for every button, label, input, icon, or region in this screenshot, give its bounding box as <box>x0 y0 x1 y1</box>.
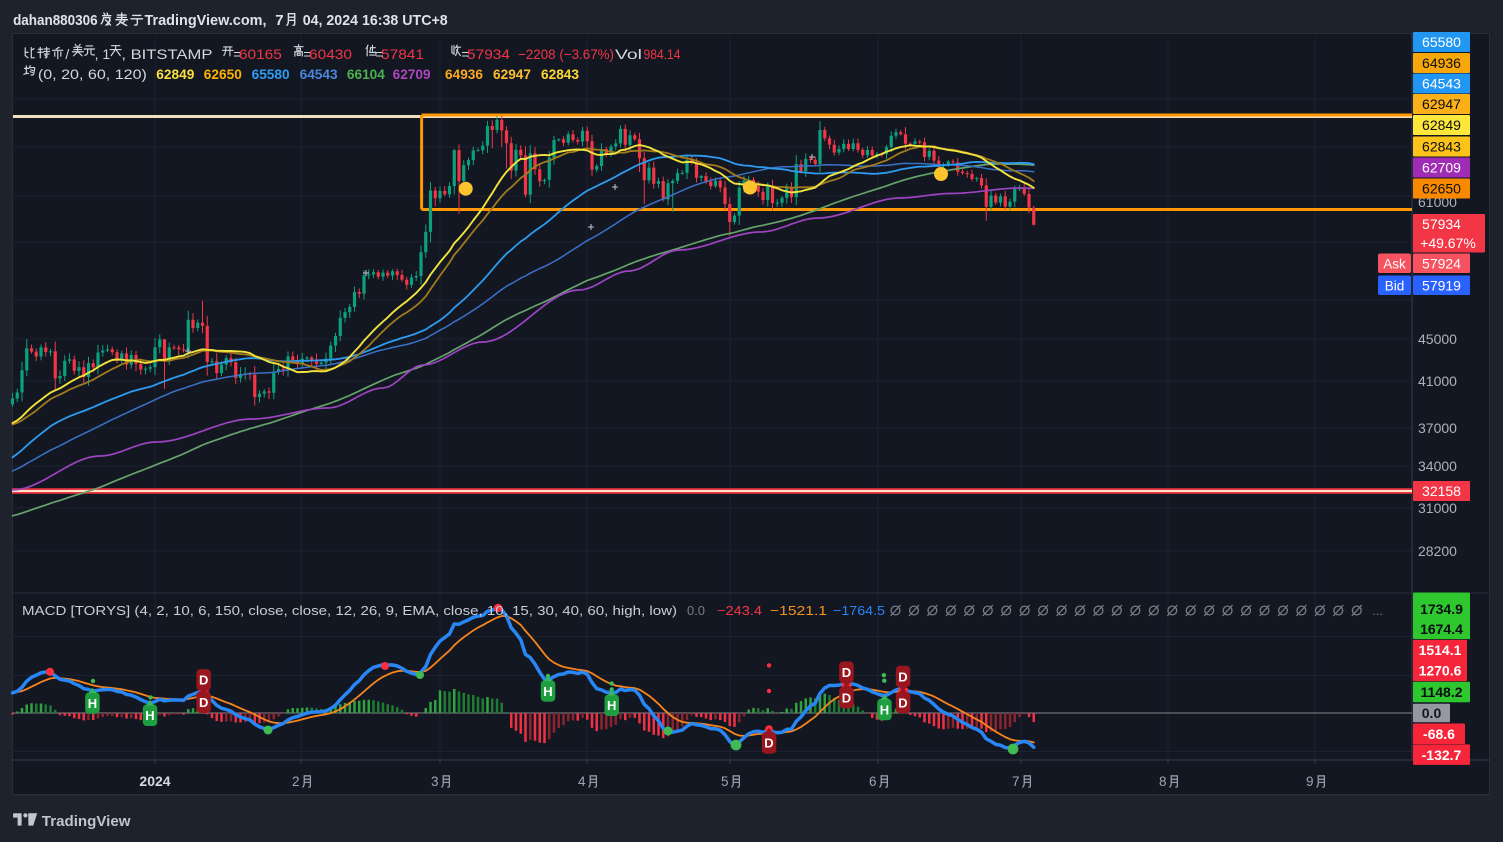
svg-text:64543: 64543 <box>300 66 338 82</box>
svg-text:60165: 60165 <box>239 46 282 62</box>
svg-text:/: / <box>65 46 69 62</box>
svg-text:984.14: 984.14 <box>644 46 681 62</box>
svg-text:6: 6 <box>869 774 877 789</box>
svg-text:7: 7 <box>1012 774 1020 789</box>
svg-text:-132.7: -132.7 <box>1422 747 1462 763</box>
svg-text:1734.9: 1734.9 <box>1420 601 1463 617</box>
svg-text:1270.6: 1270.6 <box>1419 663 1462 679</box>
svg-text:62843: 62843 <box>541 66 579 82</box>
svg-text:5: 5 <box>721 774 729 789</box>
svg-text:D: D <box>842 690 851 705</box>
svg-text:-68.6: -68.6 <box>1423 726 1455 742</box>
svg-text:65580: 65580 <box>252 66 290 82</box>
svg-text:32158: 32158 <box>1422 483 1461 499</box>
svg-text:0.0: 0.0 <box>1422 705 1442 721</box>
svg-text:−243.4: −243.4 <box>717 603 762 618</box>
svg-text:62849: 62849 <box>1422 117 1461 133</box>
svg-text:9: 9 <box>1306 774 1314 789</box>
svg-text:D: D <box>199 673 208 688</box>
svg-text:62843: 62843 <box>1422 139 1461 155</box>
svg-text:TradingView: TradingView <box>42 813 131 830</box>
svg-text:62947: 62947 <box>1422 96 1461 112</box>
svg-text:62849: 62849 <box>156 66 194 82</box>
svg-text:H: H <box>880 702 889 717</box>
svg-text:−2208 (−3.67%): −2208 (−3.67%) <box>518 46 614 62</box>
svg-text:D: D <box>764 736 773 751</box>
svg-text:65580: 65580 <box>1422 34 1461 50</box>
svg-text:31000: 31000 <box>1418 500 1457 516</box>
svg-text:+49.67%: +49.67% <box>1420 235 1476 251</box>
svg-text:Vol: Vol <box>615 46 642 62</box>
svg-text:D: D <box>898 695 907 710</box>
svg-text:D: D <box>898 669 907 684</box>
svg-text:66104: 66104 <box>347 66 385 82</box>
svg-text:−1764.5: −1764.5 <box>833 603 885 618</box>
svg-text:=: = <box>461 46 469 62</box>
svg-text:=: = <box>376 46 384 62</box>
svg-text:2024: 2024 <box>139 773 170 789</box>
svg-text:57841: 57841 <box>381 46 424 62</box>
svg-text:64543: 64543 <box>1422 76 1461 92</box>
svg-text:34000: 34000 <box>1418 458 1457 474</box>
svg-text:7: 7 <box>275 12 283 29</box>
svg-text:1514.1: 1514.1 <box>1419 642 1462 658</box>
svg-text:, 1: , 1 <box>95 46 111 62</box>
svg-text:H: H <box>145 708 154 723</box>
svg-text:H: H <box>543 684 552 699</box>
svg-text:57924: 57924 <box>1422 255 1461 271</box>
svg-text:H: H <box>607 698 616 713</box>
svg-text:Ask: Ask <box>1383 256 1406 271</box>
svg-text:57919: 57919 <box>1422 277 1461 293</box>
svg-text:62709: 62709 <box>1422 160 1461 176</box>
svg-text:37000: 37000 <box>1418 420 1457 436</box>
svg-text:0.0: 0.0 <box>687 603 705 618</box>
svg-text:57934: 57934 <box>467 46 510 62</box>
svg-text:...: ... <box>1372 603 1383 618</box>
svg-text:D: D <box>199 695 208 710</box>
svg-text:60430: 60430 <box>309 46 352 62</box>
svg-text:28200: 28200 <box>1418 543 1457 559</box>
svg-text:(0, 20, 60, 120): (0, 20, 60, 120) <box>38 66 147 82</box>
svg-text:64936: 64936 <box>445 66 483 82</box>
svg-text:04, 2024 16:38 UTC+8: 04, 2024 16:38 UTC+8 <box>303 12 448 29</box>
svg-text:2: 2 <box>292 774 300 789</box>
svg-text:8: 8 <box>1159 774 1167 789</box>
svg-text:D: D <box>842 665 851 680</box>
svg-text:3: 3 <box>431 774 439 789</box>
svg-text:57934: 57934 <box>1422 216 1461 232</box>
svg-text:dahan880306: dahan880306 <box>13 12 98 29</box>
svg-text:−1521.1: −1521.1 <box>770 603 827 618</box>
svg-text:62709: 62709 <box>393 66 431 82</box>
svg-text:H: H <box>88 696 97 711</box>
svg-text:41000: 41000 <box>1418 373 1457 389</box>
svg-text:64936: 64936 <box>1422 55 1461 71</box>
svg-text:1674.4: 1674.4 <box>1420 621 1463 637</box>
svg-text:62947: 62947 <box>493 66 531 82</box>
svg-text:=: = <box>303 46 311 62</box>
svg-text:=: = <box>233 46 241 62</box>
svg-text:45000: 45000 <box>1418 331 1457 347</box>
svg-text:4: 4 <box>578 774 586 789</box>
svg-text:MACD [TORYS] (4, 2, 10, 6, 150: MACD [TORYS] (4, 2, 10, 6, 150, close, c… <box>22 603 677 618</box>
svg-text:, BITSTAMP: , BITSTAMP <box>121 46 212 62</box>
svg-text:TradingView.com,: TradingView.com, <box>145 12 267 29</box>
svg-text:62650: 62650 <box>1422 181 1461 197</box>
svg-text:1148.2: 1148.2 <box>1420 684 1462 700</box>
svg-text:Bid: Bid <box>1385 278 1405 293</box>
svg-text:62650: 62650 <box>204 66 242 82</box>
